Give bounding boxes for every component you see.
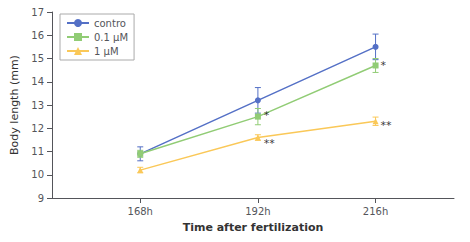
svg-text:*: * bbox=[380, 59, 386, 72]
svg-text:0.1 μM: 0.1 μM bbox=[94, 32, 128, 43]
svg-text:15: 15 bbox=[31, 53, 44, 64]
svg-text:12: 12 bbox=[31, 123, 44, 134]
svg-text:**: ** bbox=[380, 119, 392, 132]
svg-text:contro: contro bbox=[94, 18, 126, 29]
svg-text:14: 14 bbox=[31, 76, 44, 87]
svg-text:10: 10 bbox=[31, 169, 44, 180]
svg-text:Body length (mm): Body length (mm) bbox=[8, 55, 21, 155]
svg-text:16: 16 bbox=[31, 30, 44, 41]
svg-text:**: ** bbox=[264, 137, 276, 150]
svg-text:216h: 216h bbox=[363, 206, 388, 217]
svg-text:13: 13 bbox=[31, 100, 44, 111]
svg-text:9: 9 bbox=[38, 193, 44, 204]
svg-text:168h: 168h bbox=[128, 206, 153, 217]
svg-text:1 μM: 1 μM bbox=[94, 46, 119, 57]
svg-text:17: 17 bbox=[31, 7, 44, 18]
svg-text:11: 11 bbox=[31, 146, 44, 157]
svg-text:*: * bbox=[264, 109, 270, 122]
svg-text:192h: 192h bbox=[245, 206, 270, 217]
svg-text:Time after fertilization: Time after fertilization bbox=[183, 221, 324, 234]
